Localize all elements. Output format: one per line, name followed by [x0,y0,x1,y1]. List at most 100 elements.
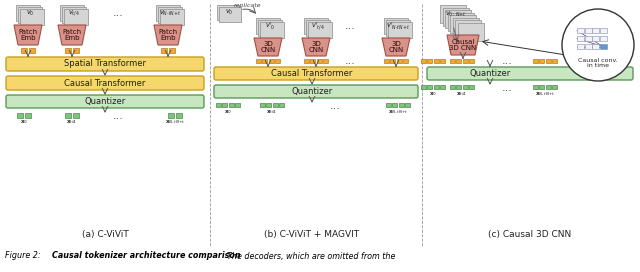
Bar [25,113,31,118]
Text: Causal
3D CNN: Causal 3D CNN [449,39,477,51]
Bar [577,28,584,33]
Bar [260,103,265,107]
Bar [532,85,538,89]
Bar [600,36,607,41]
Text: $v_0$: $v_0$ [26,8,35,18]
Bar [388,22,412,38]
Bar [18,7,42,23]
Bar [440,59,445,63]
Bar [458,23,483,41]
Bar [160,9,184,25]
Bar [592,36,599,41]
Bar [592,44,599,49]
Bar [546,85,551,89]
Text: $\mathbf{x}_0$: $\mathbf{x}_0$ [20,118,28,126]
Bar [222,103,227,107]
Bar [386,103,391,107]
Bar [455,20,481,38]
Bar [405,103,410,107]
Bar [428,85,432,89]
Bar [403,59,408,63]
Polygon shape [382,38,410,56]
Text: Causal Transformer: Causal Transformer [271,69,353,78]
Bar [428,59,432,63]
Bar [584,28,591,33]
Text: Patch
Emb: Patch Emb [19,29,38,42]
Bar [310,59,316,63]
Bar [304,59,308,63]
Text: $\mathbf{x}_{t/4}$: $\mathbf{x}_{t/4}$ [456,90,468,98]
Bar [16,5,40,21]
FancyBboxPatch shape [6,57,204,71]
Bar [420,85,426,89]
Bar [262,59,268,63]
Bar [445,10,471,28]
Text: ...: ... [113,8,124,18]
Bar [256,59,260,63]
Bar [65,48,71,53]
Text: $v'_{N\text{-}tN\text{+}t}$: $v'_{N\text{-}tN\text{+}t}$ [386,20,410,32]
Bar [260,22,284,38]
Text: 3D
CNN: 3D CNN [260,41,276,54]
Text: Causal Transformer: Causal Transformer [64,79,146,88]
Bar [434,59,439,63]
Bar [62,7,86,23]
Text: $v_{N\text{-}tN\text{+}t}$: $v_{N\text{-}tN\text{+}t}$ [159,8,181,18]
Bar [442,8,468,26]
Polygon shape [302,38,330,56]
Bar [308,22,332,38]
Bar [584,36,591,41]
Bar [161,48,167,53]
FancyBboxPatch shape [214,67,418,80]
Bar [450,85,455,89]
Text: 3D
CNN: 3D CNN [308,41,324,54]
FancyBboxPatch shape [6,95,204,108]
Bar [275,59,280,63]
Bar [258,20,282,36]
Bar [540,59,544,63]
Bar [392,103,397,107]
Text: Figure 2:: Figure 2: [5,252,43,261]
Text: Quantizer: Quantizer [469,69,511,78]
Bar [447,13,474,30]
Bar [399,103,404,107]
Bar [65,113,71,118]
Bar [266,103,271,107]
Bar [29,48,35,53]
Bar [463,59,468,63]
Circle shape [562,9,634,81]
Bar [440,85,445,89]
Text: $\mathbf{x}_{N\text{-}tN\text{+}t}$: $\mathbf{x}_{N\text{-}tN\text{+}t}$ [165,118,185,126]
Bar [256,18,280,34]
Bar [390,59,396,63]
Polygon shape [58,25,86,45]
Bar [469,85,474,89]
Bar [420,59,426,63]
Text: ...: ... [502,83,513,93]
Bar [577,44,584,49]
Bar [317,59,322,63]
Text: (c) Causal 3D CNN: (c) Causal 3D CNN [488,230,572,239]
Bar [546,59,551,63]
Bar [17,113,23,118]
Text: Patch
Emb: Patch Emb [159,29,177,42]
Text: (a) C-ViViT: (a) C-ViViT [82,230,129,239]
Text: Spatial Transformer: Spatial Transformer [64,60,146,69]
Bar [440,5,466,23]
Bar [216,103,221,107]
FancyBboxPatch shape [214,85,418,98]
Bar [219,7,241,22]
Text: $\mathbf{x}_{t/4}$: $\mathbf{x}_{t/4}$ [67,118,77,126]
Bar [577,36,584,41]
Bar [169,48,175,53]
Bar [386,20,410,36]
Text: $\mathbf{x}_{N\text{-}tN\text{+}t}$: $\mathbf{x}_{N\text{-}tN\text{+}t}$ [388,108,408,116]
Bar [600,28,607,33]
Text: (b) C-ViViT + MAGVIT: (b) C-ViViT + MAGVIT [264,230,360,239]
Text: $\mathbf{x}_0$: $\mathbf{x}_0$ [429,90,437,98]
Text: ...: ... [344,21,355,31]
Bar [323,59,328,63]
Text: Patch
Emb: Patch Emb [63,29,81,42]
Bar [64,9,88,25]
Bar [540,85,544,89]
